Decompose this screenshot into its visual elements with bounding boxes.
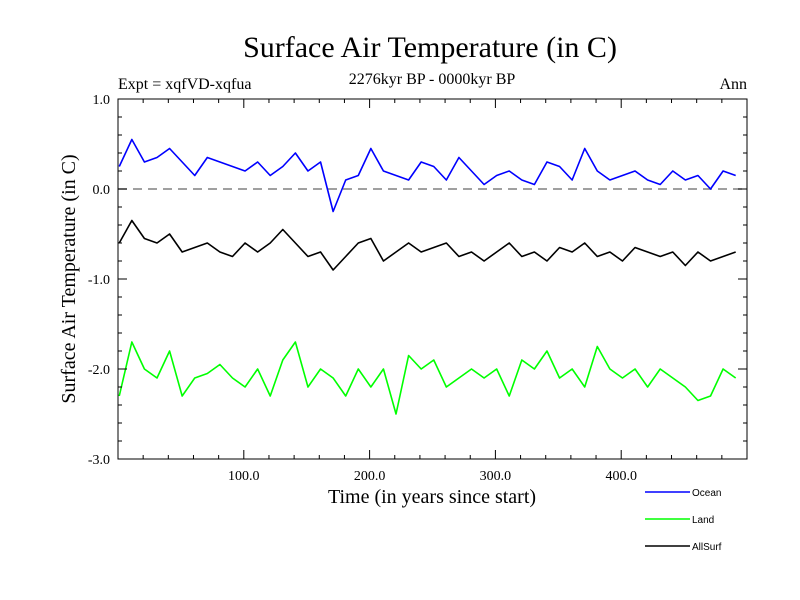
x-axis-label: Time (in years since start) (328, 486, 536, 508)
series-line-ocean (118, 138, 736, 213)
series-line-land (118, 341, 737, 415)
experiment-label: Expt = xqfVD-xqfua (118, 76, 251, 93)
y-axis: 1.0 0.0 -1.0 -2.0 -3.0 (88, 93, 747, 468)
y-axis-label: Surface Air Temperature (in C) (58, 154, 80, 403)
x-axis: 100.0 200.0 300.0 400.0 (142, 99, 723, 484)
chart-subtitle: 2276kyr BP - 0000kyr BP (349, 71, 516, 88)
x-tick-label: 100.0 (228, 469, 260, 484)
series-line-allsurf (118, 219, 736, 271)
season-label: Ann (719, 76, 747, 93)
plot-frame (117, 98, 748, 460)
x-tick-label: 200.0 (354, 469, 386, 484)
series-group (118, 138, 737, 415)
legend-label-allsurf: AllSurf (692, 542, 722, 553)
legend-label-ocean: Ocean (692, 488, 721, 499)
chart-title: Surface Air Temperature (in C) (243, 31, 617, 64)
x-tick-label: 400.0 (605, 469, 637, 484)
y-tick-label: -1.0 (88, 273, 110, 288)
x-tick-label: 300.0 (480, 469, 512, 484)
legend: Ocean Land AllSurf (645, 488, 722, 553)
y-tick-label: 1.0 (93, 93, 111, 108)
legend-label-land: Land (692, 515, 714, 526)
y-tick-label: 0.0 (93, 183, 111, 198)
y-tick-label: -3.0 (88, 453, 110, 468)
y-tick-label: -2.0 (88, 363, 110, 378)
